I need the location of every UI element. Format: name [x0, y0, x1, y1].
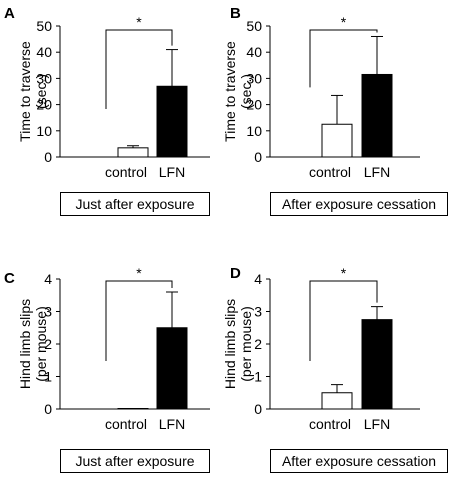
- panel-a-bar-control: [117, 147, 149, 158]
- panel-d-significance-label: *: [341, 265, 347, 281]
- panel-b-letter: B: [230, 5, 241, 22]
- panel-d-significance-bracket: [309, 280, 378, 361]
- panel-b-ytick-label: 40: [246, 44, 262, 60]
- panel-a-ytick-label: 30: [36, 70, 52, 86]
- panel-a-caption: Just after exposure: [60, 192, 210, 216]
- panel-d-ytick-label: 1: [254, 369, 262, 385]
- panel-d-ylabel-line2: (per mouse): [238, 306, 254, 381]
- panel-c-letter: C: [4, 270, 15, 287]
- panel-b-ylabel-line1: Time to traverse: [222, 41, 238, 142]
- panel-b-ytick-label: 30: [246, 70, 262, 86]
- panel-c-ytick-label: 3: [44, 304, 52, 320]
- panel-d-ytick-label: 3: [254, 304, 262, 320]
- panel-c-ytick-label: 1: [44, 369, 52, 385]
- panel-a-ytick-label: 50: [36, 18, 52, 34]
- panel-d-xtick-label: control: [309, 416, 351, 432]
- panel-d-caption: After exposure cessation: [270, 449, 448, 473]
- panel-c-xtick-label: control: [105, 416, 147, 432]
- panel-b-xtick-label: LFN: [364, 164, 390, 180]
- panel-b-bar-lfn: [361, 73, 393, 158]
- panel-a-ytick-label: 40: [36, 44, 52, 60]
- panel-a-ylabel-line1: Time to traverse: [17, 41, 33, 142]
- panel-c-xtick-label: LFN: [159, 416, 185, 432]
- panel-d-bar-control: [321, 392, 353, 410]
- panel-c-bar-lfn: [156, 327, 188, 410]
- panel-a-xtick-label: LFN: [159, 164, 185, 180]
- panel-b-ytick-label: 10: [246, 123, 262, 139]
- panel-c-bar-control: [117, 408, 149, 410]
- panel-c-significance-bracket: [105, 280, 173, 361]
- panel-c-caption: Just after exposure: [60, 449, 210, 473]
- panel-c-ylabel: Hind limb slips(per mouse): [17, 299, 49, 389]
- panel-b-ylabel: Time to traverse(sec.): [222, 41, 254, 142]
- panel-a-ylabel-line2: (sec.): [33, 74, 49, 109]
- panel-b-ytick-label: 50: [246, 18, 262, 34]
- panel-c-ytick-label: 4: [44, 271, 52, 287]
- panel-a-xtick-label: control: [105, 164, 147, 180]
- panel-c-ytick-label: 2: [44, 336, 52, 352]
- panel-d-letter: D: [230, 265, 241, 282]
- panel-b-ytick-label: 0: [254, 149, 262, 165]
- panel-b-significance-bracket: [309, 29, 378, 88]
- panel-d-xtick-label: LFN: [364, 416, 390, 432]
- panel-d-ytick-label: 2: [254, 336, 262, 352]
- panel-a-significance-bracket: [105, 29, 173, 109]
- panel-b-xtick-label: control: [309, 164, 351, 180]
- panel-b-caption: After exposure cessation: [270, 192, 448, 216]
- panel-a-significance-label: *: [136, 14, 142, 30]
- panel-b-ylabel-line2: (sec.): [238, 74, 254, 109]
- panel-b-ytick-label: 20: [246, 97, 262, 113]
- panel-c-ylabel-line2: (per mouse): [33, 306, 49, 381]
- panel-b-significance-label: *: [341, 14, 347, 30]
- panel-d-ylabel-line1: Hind limb slips: [222, 299, 238, 389]
- panel-a-ytick-label: 10: [36, 123, 52, 139]
- panel-a-letter: A: [4, 5, 15, 22]
- panel-a-ytick-label: 0: [44, 149, 52, 165]
- panel-b-bar-control: [321, 123, 353, 158]
- panel-d-ytick-label: 0: [254, 401, 262, 417]
- panel-c-ylabel-line1: Hind limb slips: [17, 299, 33, 389]
- panel-d-ytick-label: 4: [254, 271, 262, 287]
- panel-a-ytick-label: 20: [36, 97, 52, 113]
- panel-d-ylabel: Hind limb slips(per mouse): [222, 299, 254, 389]
- panel-d-bar-lfn: [361, 319, 393, 410]
- panel-a-bar-lfn: [156, 85, 188, 158]
- panel-a-ylabel: Time to traverse(sec.): [17, 41, 49, 142]
- panel-c-significance-label: *: [136, 265, 142, 281]
- panel-c-ytick-label: 0: [44, 401, 52, 417]
